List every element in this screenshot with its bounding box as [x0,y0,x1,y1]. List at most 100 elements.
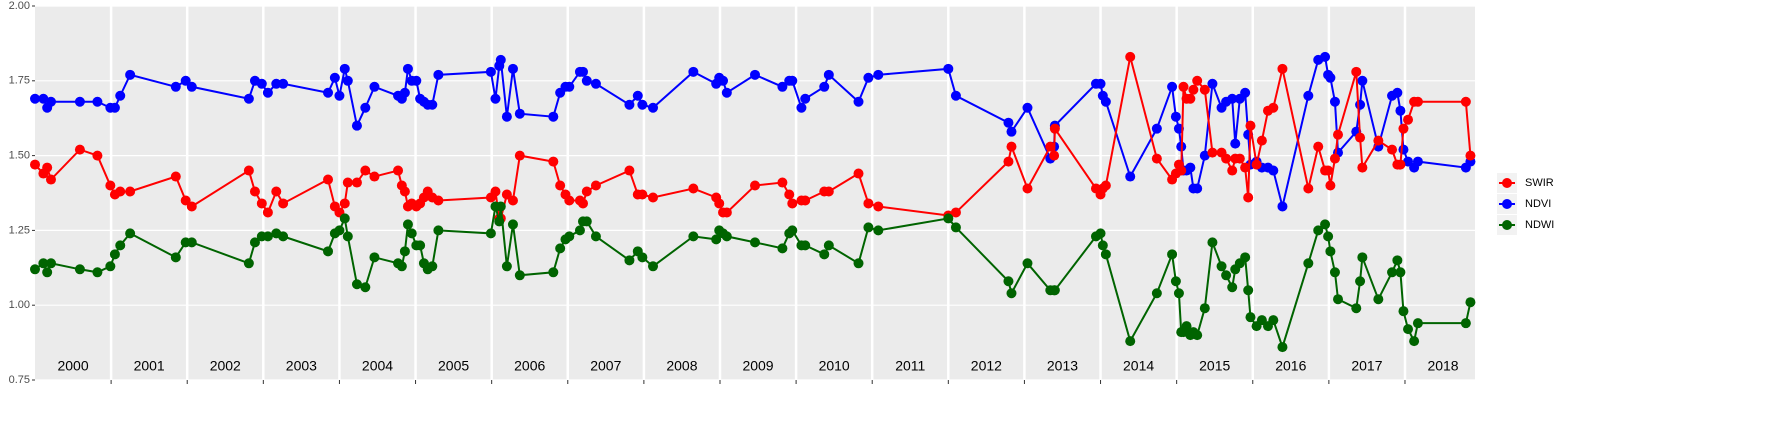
data-point [688,231,699,242]
data-point [1151,153,1162,164]
data-point [1245,312,1256,323]
x-tick-label: 2009 [742,358,773,374]
data-point [1192,183,1203,194]
data-point [796,102,807,113]
data-point [329,72,340,83]
data-point [1351,303,1362,314]
data-point [1268,165,1279,176]
data-point [1403,156,1414,167]
data-point [750,69,760,80]
data-point [1320,51,1331,62]
data-point [1325,72,1336,83]
data-point [271,78,282,89]
data-point [1460,318,1471,329]
data-point [399,87,410,98]
data-point [1199,303,1210,314]
data-point [1277,342,1288,353]
data-point [1409,336,1420,347]
data-point [278,78,289,89]
data-point [1465,297,1476,308]
data-point [507,195,518,206]
data-point [823,186,834,197]
data-point [577,198,588,209]
data-point [863,198,874,209]
data-point [411,75,422,86]
data-point [1227,165,1238,176]
data-point [564,81,575,92]
data-point [1022,258,1033,269]
data-point [1303,258,1314,269]
data-point [718,75,729,86]
x-tick-label: 2008 [666,358,697,374]
data-point [1329,153,1340,164]
data-point [186,237,197,248]
data-point [555,180,566,191]
data-point [243,258,254,269]
data-point [507,219,518,230]
data-point [1221,270,1232,281]
data-point [1325,180,1336,191]
data-point [1227,93,1238,104]
data-point [1323,165,1334,176]
data-point [1181,321,1192,332]
data-point [342,177,353,188]
data-point [1167,81,1178,92]
data-point [1460,96,1471,107]
data-point [777,177,788,188]
data-point [1185,93,1196,104]
data-point [721,207,732,218]
data-point [339,63,350,74]
data-point [787,225,798,236]
data-point [1006,141,1017,152]
data-point [1006,126,1017,137]
x-tick-label: 2005 [438,358,469,374]
data-point [1268,315,1279,326]
data-point [186,81,197,92]
data-point [853,96,864,107]
data-point [1325,246,1336,257]
data-point [501,111,512,122]
data-point [800,93,811,104]
data-point [1398,144,1409,155]
data-point [30,264,40,275]
data-point [581,75,592,86]
data-point [750,180,760,191]
data-point [30,93,40,104]
x-tick-label: 2012 [971,358,1002,374]
data-point [548,111,559,122]
data-point [74,144,85,155]
data-point [637,252,648,263]
x-tick-label: 2014 [1123,358,1154,374]
x-tick-label: 2017 [1351,358,1382,374]
data-point [494,216,505,227]
data-point [648,102,659,113]
data-point [548,156,559,167]
data-point [1268,102,1279,113]
data-point [1277,63,1288,74]
x-tick-label: 2006 [514,358,545,374]
data-point [115,240,126,251]
data-point [125,186,136,197]
data-point [1357,162,1368,173]
data-point [1022,102,1033,113]
data-point [1277,201,1288,212]
data-point [393,165,404,176]
data-point [943,63,954,74]
data-point [1221,153,1232,164]
data-point [1243,285,1254,296]
data-point [369,171,380,182]
data-point [1173,288,1184,299]
data-point [1243,192,1254,203]
legend-label: SWIR [1525,177,1554,189]
data-point [1227,282,1238,293]
data-point [555,243,566,254]
data-point [711,234,722,245]
x-tick-label: 2002 [210,358,241,374]
data-point [1355,132,1366,143]
data-point [574,225,585,236]
data-point [360,102,371,113]
data-point [342,231,353,242]
data-point [501,261,512,272]
data-point [92,96,103,107]
data-point [74,96,85,107]
